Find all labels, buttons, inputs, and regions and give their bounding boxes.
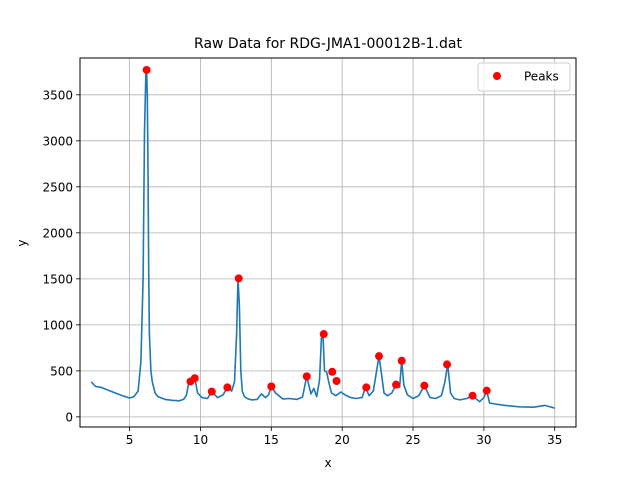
- y-tick-label: 0: [65, 410, 73, 424]
- x-tick-label: 15: [264, 433, 279, 447]
- legend-box: [477, 62, 571, 92]
- peak-marker: [302, 372, 311, 381]
- peak-marker: [142, 65, 151, 74]
- tick-layer: 5 10 15 20 25 30 35 0 500 1000 1500 2000 2500 3000 350…: [42, 88, 562, 447]
- peak-marker: [392, 380, 401, 389]
- peak-marker: [397, 356, 406, 365]
- y-tick-label: 1500: [42, 272, 73, 286]
- x-tick-label: 10: [193, 433, 208, 447]
- peak-marker: [468, 391, 477, 400]
- y-tick-label: 3500: [42, 88, 73, 102]
- peak-marker: [420, 381, 429, 390]
- y-tick-label: 1000: [42, 318, 73, 332]
- x-tick-label: 20: [335, 433, 350, 447]
- legend-peaks-label: Peaks: [524, 70, 559, 84]
- x-tick-label: 25: [405, 433, 420, 447]
- y-tick-label: 2000: [42, 226, 73, 240]
- legend-peaks-marker: [493, 72, 501, 80]
- series-layer: [90, 69, 555, 409]
- grid-layer: [80, 58, 576, 427]
- peak-marker: [223, 383, 232, 392]
- peak-marker: [207, 387, 216, 396]
- peak-marker: [267, 382, 276, 391]
- peak-marker: [328, 367, 337, 376]
- plot-frame: [79, 57, 577, 428]
- y-tick-label: 2500: [42, 180, 73, 194]
- peak-marker: [375, 352, 384, 361]
- chart-title: Raw Data for RDG-JMA1-00012B-1.dat: [194, 36, 462, 52]
- x-tick-label: 35: [547, 433, 562, 447]
- x-axis-label: x: [324, 456, 331, 470]
- raw-data-line: [90, 69, 555, 409]
- plot-area: [80, 58, 576, 427]
- peak-marker: [362, 383, 371, 392]
- x-tick-label: 5: [126, 433, 134, 447]
- peak-marker: [319, 330, 328, 339]
- peak-marker: [482, 386, 491, 395]
- peak-marker: [234, 274, 243, 283]
- y-axis-label: y: [15, 239, 29, 246]
- peak-marker: [332, 376, 341, 385]
- x-tick-label: 30: [476, 433, 491, 447]
- y-tick-label: 3000: [42, 134, 73, 148]
- peak-marker: [190, 374, 199, 383]
- legend: Peaks: [477, 62, 571, 92]
- peak-marker: [443, 360, 452, 369]
- y-tick-label: 500: [50, 364, 73, 378]
- marker-layer: [142, 65, 491, 400]
